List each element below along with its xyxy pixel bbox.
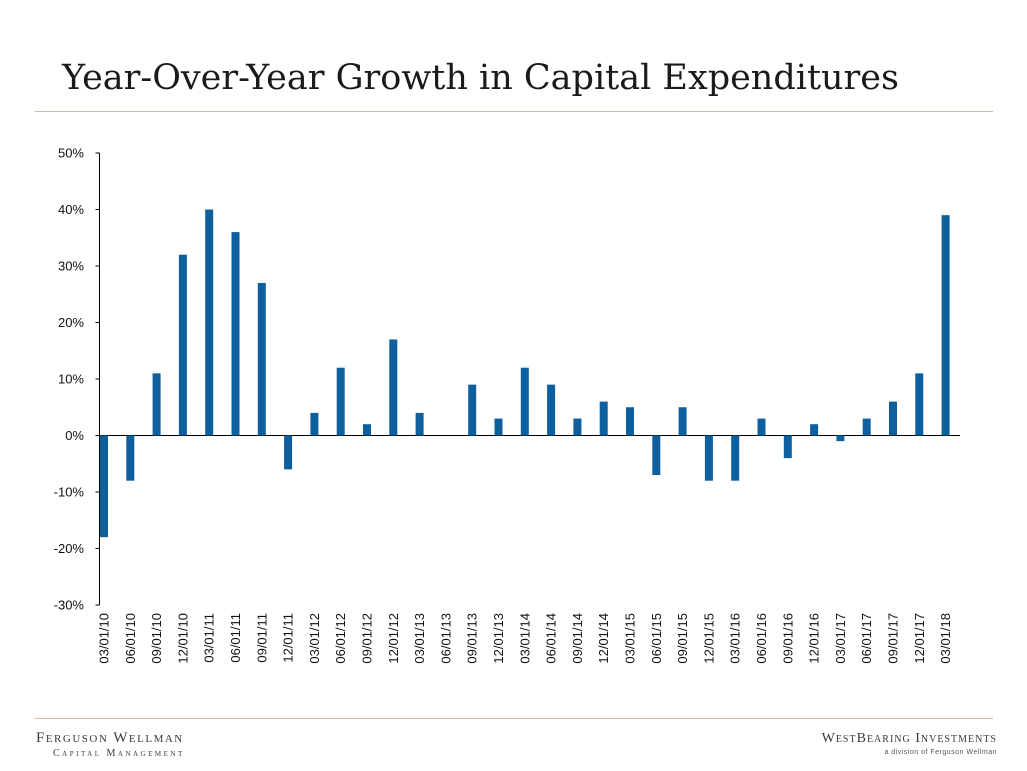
y-tick-label: -20% (54, 541, 85, 556)
bar (731, 435, 740, 481)
bar (889, 401, 897, 436)
bar (599, 401, 608, 436)
x-tick-label: 03/01/17 (833, 613, 848, 664)
x-tick-label: 06/01/11 (228, 613, 243, 663)
bar (389, 339, 398, 436)
bar (862, 418, 871, 436)
bar (257, 282, 266, 436)
y-tick-label: 20% (58, 315, 84, 330)
x-tick-label: 12/01/16 (807, 613, 822, 664)
y-tick-label: -30% (54, 598, 85, 613)
bar (100, 435, 108, 538)
x-tick-label: 12/01/10 (175, 613, 190, 664)
y-tick-label: -10% (54, 485, 85, 500)
bar (573, 418, 582, 436)
bar (152, 373, 161, 436)
x-tick-label: 06/01/10 (123, 613, 138, 664)
x-tick-label: 06/01/16 (754, 613, 769, 664)
x-tick-label: 06/01/17 (859, 613, 874, 664)
bar (205, 209, 214, 436)
bar (494, 418, 503, 436)
x-tick-label: 12/01/14 (596, 613, 611, 664)
x-tick-label: 09/01/12 (360, 613, 375, 664)
bar (520, 367, 529, 436)
x-tick-label: 09/01/16 (780, 613, 795, 664)
x-tick-label: 09/01/13 (465, 613, 480, 664)
x-tick-label: 03/01/18 (938, 613, 953, 664)
x-tick-label: 06/01/15 (649, 613, 664, 664)
bar (652, 435, 661, 476)
logo-left-subtitle: Capital Management (53, 748, 185, 759)
x-tick-label: 03/01/11 (202, 613, 217, 663)
y-tick-label: 0% (65, 428, 84, 443)
y-tick-label: 50% (58, 146, 84, 161)
logo-right-subtitle: a division of Ferguson Wellman (884, 749, 997, 756)
y-tick-label: 40% (58, 202, 84, 217)
x-tick-label: 12/01/13 (491, 613, 506, 664)
x-tick-label: 06/01/12 (333, 613, 348, 664)
x-tick-label: 06/01/14 (544, 613, 559, 664)
bar (678, 407, 687, 436)
bar (626, 407, 634, 436)
bar (547, 384, 556, 436)
bar (836, 435, 845, 442)
x-tick-label: 03/01/16 (728, 613, 743, 664)
x-tick-label: 03/01/13 (412, 613, 427, 664)
bar (336, 367, 345, 436)
bar (231, 232, 240, 436)
x-tick-label: 03/01/14 (517, 613, 532, 664)
x-tick-label: 12/01/12 (386, 613, 401, 664)
x-tick-label: 09/01/14 (570, 613, 585, 664)
bar (178, 254, 187, 436)
x-tick-label: 06/01/13 (438, 613, 453, 664)
bar (757, 418, 766, 436)
x-tick-label: 12/01/17 (912, 613, 927, 664)
bar (363, 424, 371, 436)
y-tick-label: 30% (58, 259, 84, 274)
bar (941, 215, 950, 436)
x-tick-label: 09/01/17 (886, 613, 901, 664)
x-tick-label: 03/01/15 (623, 613, 638, 664)
bar (468, 384, 477, 436)
x-tick-label: 03/01/12 (307, 613, 322, 664)
bar (704, 435, 713, 481)
x-tick-label: 09/01/11 (254, 613, 269, 663)
bar (415, 412, 424, 436)
bar (783, 435, 792, 459)
x-tick-label: 09/01/10 (149, 613, 164, 664)
bar (915, 373, 924, 436)
bar (810, 424, 819, 436)
westbearing-logo: WestBearing Investments a division of Fe… (822, 731, 997, 756)
x-tick-label: 12/01/15 (701, 613, 716, 664)
logo-right-name: WestBearing Investments (821, 731, 997, 746)
logo-left-name: Ferguson Wellman (36, 730, 184, 746)
bar (310, 412, 319, 436)
footer-divider (35, 718, 993, 719)
bar (126, 435, 135, 481)
x-tick-label: 03/01/10 (97, 613, 112, 664)
x-tick-label: 09/01/15 (675, 613, 690, 664)
ferguson-wellman-logo: Ferguson Wellman Capital Management (36, 730, 185, 759)
title-divider (35, 111, 993, 112)
x-tick-label: 12/01/11 (281, 613, 296, 663)
slide-title: Year-Over-Year Growth in Capital Expendi… (62, 58, 899, 98)
y-tick-label: 10% (58, 372, 84, 387)
bar (284, 435, 293, 470)
